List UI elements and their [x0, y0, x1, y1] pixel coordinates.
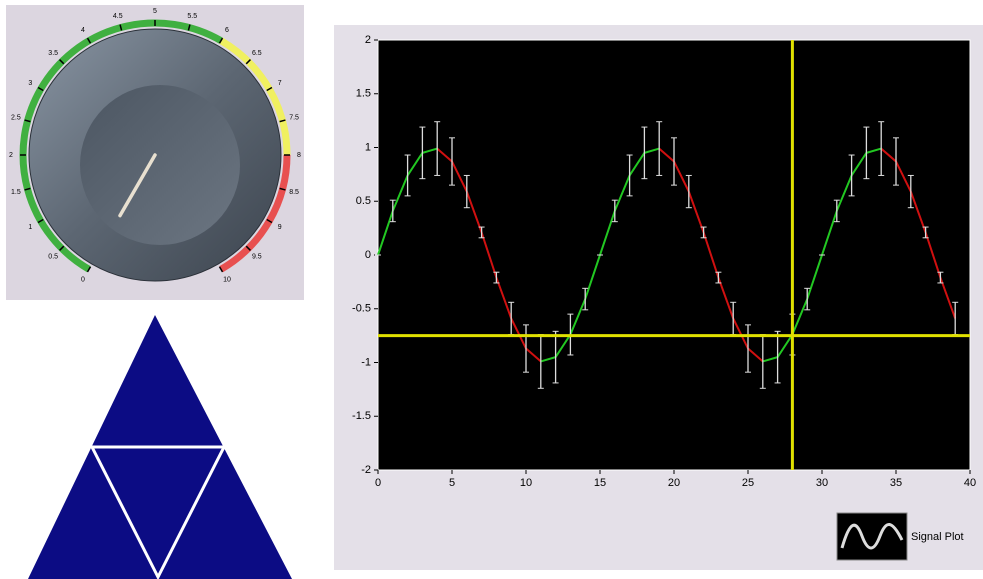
scale-label: 8 [297, 152, 301, 159]
screen: 0 0.5 1 1.5 2 2.5 3 3.5 4 4.5 5 5.5 6 6.5 7 7.5 8 8.5 9 9.5… [0, 0, 983, 579]
x-tick-label: 30 [816, 477, 828, 489]
scale-label: 3.5 [48, 50, 58, 57]
x-tick-label: 10 [520, 477, 532, 489]
legend-icon [837, 513, 907, 560]
plot-area [378, 40, 970, 470]
scale-label: 4 [81, 27, 85, 34]
scale-label: 5 [153, 8, 157, 15]
scale-label: 9 [278, 224, 282, 231]
scale-label: 9.5 [252, 254, 262, 261]
x-tick-label: 15 [594, 477, 606, 489]
scale-label: 0 [81, 277, 85, 284]
scale-label: 1 [28, 224, 32, 231]
scale-label: 6.5 [252, 50, 262, 57]
scale-label: 5.5 [187, 13, 197, 20]
triangle-shape [28, 315, 292, 579]
scale-label: 10 [223, 277, 231, 284]
y-tick-label: 0 [365, 249, 371, 261]
y-tick-label: 0.5 [356, 195, 371, 207]
y-tick-label: 1.5 [356, 88, 371, 100]
scale-label: 7 [278, 80, 282, 87]
x-tick-label: 35 [890, 477, 902, 489]
gauge: 0 0.5 1 1.5 2 2.5 3 3.5 4 4.5 5 5.5 6 6.5 7 7.5 8 8.5 9 9.5… [9, 8, 301, 284]
scale-label: 2.5 [11, 115, 21, 122]
y-tick-label: -0.5 [352, 303, 371, 315]
scale-label: 6 [225, 27, 229, 34]
y-tick-label: 1 [365, 141, 371, 153]
scale-label: 3 [28, 80, 32, 87]
x-tick-label: 25 [742, 477, 754, 489]
x-tick-label: 40 [964, 477, 976, 489]
y-tick-label: 2 [365, 34, 371, 46]
x-tick-label: 20 [668, 477, 680, 489]
scale-label: 0.5 [48, 254, 58, 261]
scale-label: 2 [9, 152, 13, 159]
scale-label: 4.5 [113, 13, 123, 20]
x-tick-label: 0 [375, 477, 381, 489]
y-tick-label: -2 [361, 464, 371, 476]
legend-label: Signal Plot [911, 531, 964, 543]
scale-label: 7.5 [289, 115, 299, 122]
y-tick-label: -1.5 [352, 410, 371, 422]
x-tick-label: 5 [449, 477, 455, 489]
y-tick-label: -1 [361, 356, 371, 368]
knob-center [80, 85, 240, 245]
scale-label: 1.5 [11, 189, 21, 196]
scale-label: 8.5 [289, 189, 299, 196]
